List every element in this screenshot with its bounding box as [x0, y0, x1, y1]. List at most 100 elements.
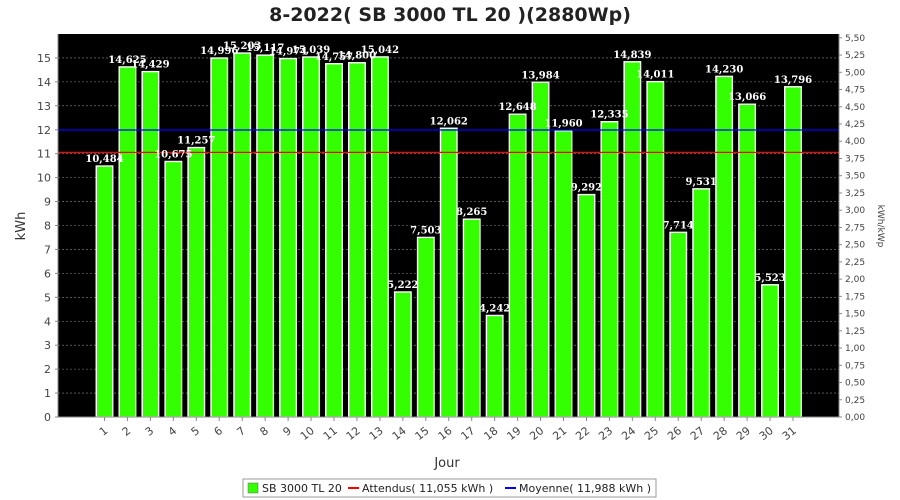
bar — [325, 63, 343, 418]
data-label: 13,796 — [774, 75, 812, 86]
bar — [738, 103, 757, 418]
data-label: 5,222 — [387, 280, 418, 291]
legend-box — [242, 478, 657, 498]
x-tick-label: 8 — [257, 424, 271, 439]
chart-title: 8-2022( SB 3000 TL 20 )(2880Wp) — [269, 4, 631, 26]
y2-tick-label: 0,50 — [845, 379, 865, 389]
bar — [187, 146, 206, 418]
bar — [393, 291, 412, 418]
x-tick-label: 25 — [642, 424, 661, 443]
y-axis-label: kWh — [14, 212, 29, 241]
bar — [118, 66, 137, 418]
y2-tick-label: 2,75 — [845, 223, 865, 233]
legend-entry: Moyenne( 11,988 kWh ) — [519, 482, 651, 495]
y-tick-label: 15 — [37, 52, 51, 65]
y2-tick-label: 3,00 — [845, 206, 865, 216]
bar — [669, 231, 688, 418]
bar — [508, 113, 527, 418]
data-label: 12,648 — [498, 102, 536, 113]
y-tick-label: 0 — [44, 411, 51, 424]
data-label: 14,800 — [338, 51, 376, 62]
y-tick-label: 11 — [37, 148, 51, 161]
data-label: 15,042 — [361, 45, 399, 56]
bar — [600, 121, 619, 418]
x-tick-label: 16 — [436, 424, 455, 443]
bar — [485, 314, 504, 418]
data-label: 11,960 — [544, 119, 582, 130]
y2-tick-label: 5,25 — [845, 51, 865, 61]
y-tick-label: 7 — [44, 243, 51, 256]
x-tick-label: 29 — [734, 424, 753, 443]
y-tick-label: 14 — [37, 76, 51, 89]
data-label: 14,625 — [108, 55, 146, 66]
bar — [416, 236, 435, 418]
x-tick-label: 4 — [166, 424, 180, 439]
data-label: 14,839 — [613, 50, 651, 61]
data-label: 8,265 — [456, 207, 487, 218]
y-tick-label: 1 — [44, 387, 51, 400]
x-tick-label: 5 — [189, 424, 203, 439]
y-tick-label: 8 — [44, 220, 51, 233]
bar — [164, 160, 183, 418]
y2-axis-label: kWh/kWp — [875, 205, 885, 248]
y2-tick-label: 4,50 — [845, 103, 865, 113]
bar — [370, 56, 389, 418]
y2-tick-label: 2,25 — [845, 258, 865, 268]
x-tick-label: 23 — [596, 424, 615, 443]
y-tick-label: 3 — [44, 339, 51, 352]
y2-tick-label: 5,50 — [845, 34, 865, 44]
x-tick-label: 7 — [235, 424, 249, 439]
bar — [531, 81, 550, 418]
y-tick-label: 2 — [44, 363, 51, 376]
data-label: 9,531 — [686, 177, 717, 188]
x-tick-label: 15 — [413, 424, 432, 443]
data-label: 15,039 — [292, 45, 330, 56]
reference-lines — [58, 129, 839, 153]
bar — [692, 188, 711, 418]
bar — [348, 62, 366, 418]
data-label: 15,203 — [223, 41, 261, 52]
bars — [95, 52, 802, 418]
bar — [302, 56, 320, 418]
y2-tick-label: 0,25 — [845, 396, 865, 406]
x-tick-label: 20 — [527, 424, 546, 443]
data-label: 12,062 — [430, 116, 468, 127]
bar — [646, 80, 665, 418]
y2-tick-label: 0,75 — [845, 361, 865, 371]
x-tick-label: 2 — [120, 424, 134, 439]
data-label: 13,066 — [728, 92, 766, 103]
bar — [784, 86, 802, 418]
bar — [141, 70, 160, 418]
bar — [95, 165, 114, 418]
y2-tick-label: 4,75 — [845, 86, 865, 96]
x-tick-label: 18 — [481, 424, 500, 443]
bar — [761, 284, 779, 418]
y-tick-label: 5 — [44, 291, 51, 304]
y2-tick-label: 5,00 — [845, 68, 865, 78]
data-label: 13,984 — [521, 70, 559, 81]
bar — [554, 130, 573, 418]
data-label: 9,292 — [571, 183, 602, 194]
y2-axis: 0,00 0,25 0,50 0,75 1,00 1,25 1,50 1,75 2,00 2,25… — [838, 34, 865, 423]
x-tick-label: 10 — [298, 424, 317, 443]
data-label: 14,011 — [636, 70, 674, 81]
x-tick-label: 24 — [619, 424, 638, 443]
x-axis-label: Jour — [433, 456, 460, 471]
x-tick-label: 9 — [280, 424, 294, 439]
legend-entry: Attendus( 11,055 kWh ) — [362, 482, 493, 495]
x-tick-label: 1 — [97, 424, 111, 439]
y2-tick-label: 4,25 — [845, 120, 865, 130]
data-label: 12,335 — [590, 110, 628, 121]
data-label: 7,714 — [663, 220, 694, 231]
bar — [439, 127, 458, 418]
y2-tick-label: 1,25 — [845, 327, 865, 337]
y2-tick-label: 1,00 — [845, 344, 865, 354]
bar — [462, 218, 481, 418]
x-tick-label: 3 — [143, 424, 157, 439]
x-tick-label: 6 — [212, 424, 226, 439]
x-tick-label: 11 — [321, 424, 340, 443]
data-label: 11,257 — [177, 136, 215, 147]
y2-tick-label: 3,75 — [845, 154, 865, 164]
